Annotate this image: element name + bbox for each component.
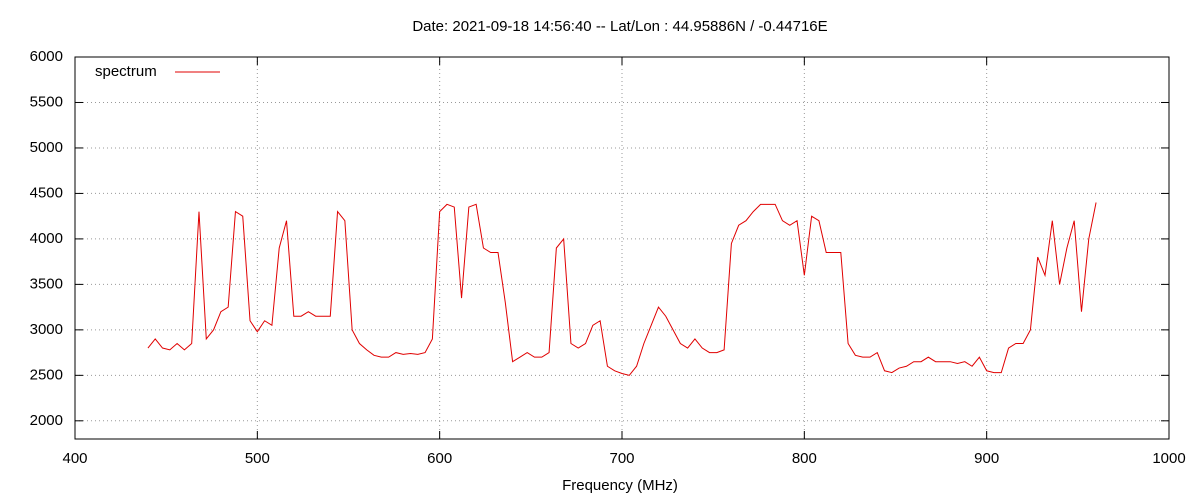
data-line [147,202,1097,376]
x-tick-label: 400 [62,450,87,467]
y-tick-label: 2000 [30,412,63,429]
y-tick-label: 5500 [30,93,63,110]
x-tick-label: 500 [245,450,270,467]
x-tick-label: 900 [974,450,999,467]
y-tick-label: 4000 [30,230,63,247]
plot-frame [74,56,1170,440]
y-tick-label: 6000 [30,48,63,65]
x-axis-label: Frequency (MHz) [562,477,678,494]
legend-label: spectrum [95,63,157,80]
y-tick-label: 2500 [30,366,63,383]
x-tick-label: 1000 [1152,450,1185,467]
x-tick-label: 700 [609,450,634,467]
x-tick-label: 800 [792,450,817,467]
x-tick-label: 600 [427,450,452,467]
chart-title: Date: 2021-09-18 14:56:40 -- Lat/Lon : 4… [412,18,827,35]
y-tick-label: 4500 [30,184,63,201]
y-tick-label: 3500 [30,275,63,292]
y-tick-label: 5000 [30,139,63,156]
y-tick-label: 3000 [30,321,63,338]
